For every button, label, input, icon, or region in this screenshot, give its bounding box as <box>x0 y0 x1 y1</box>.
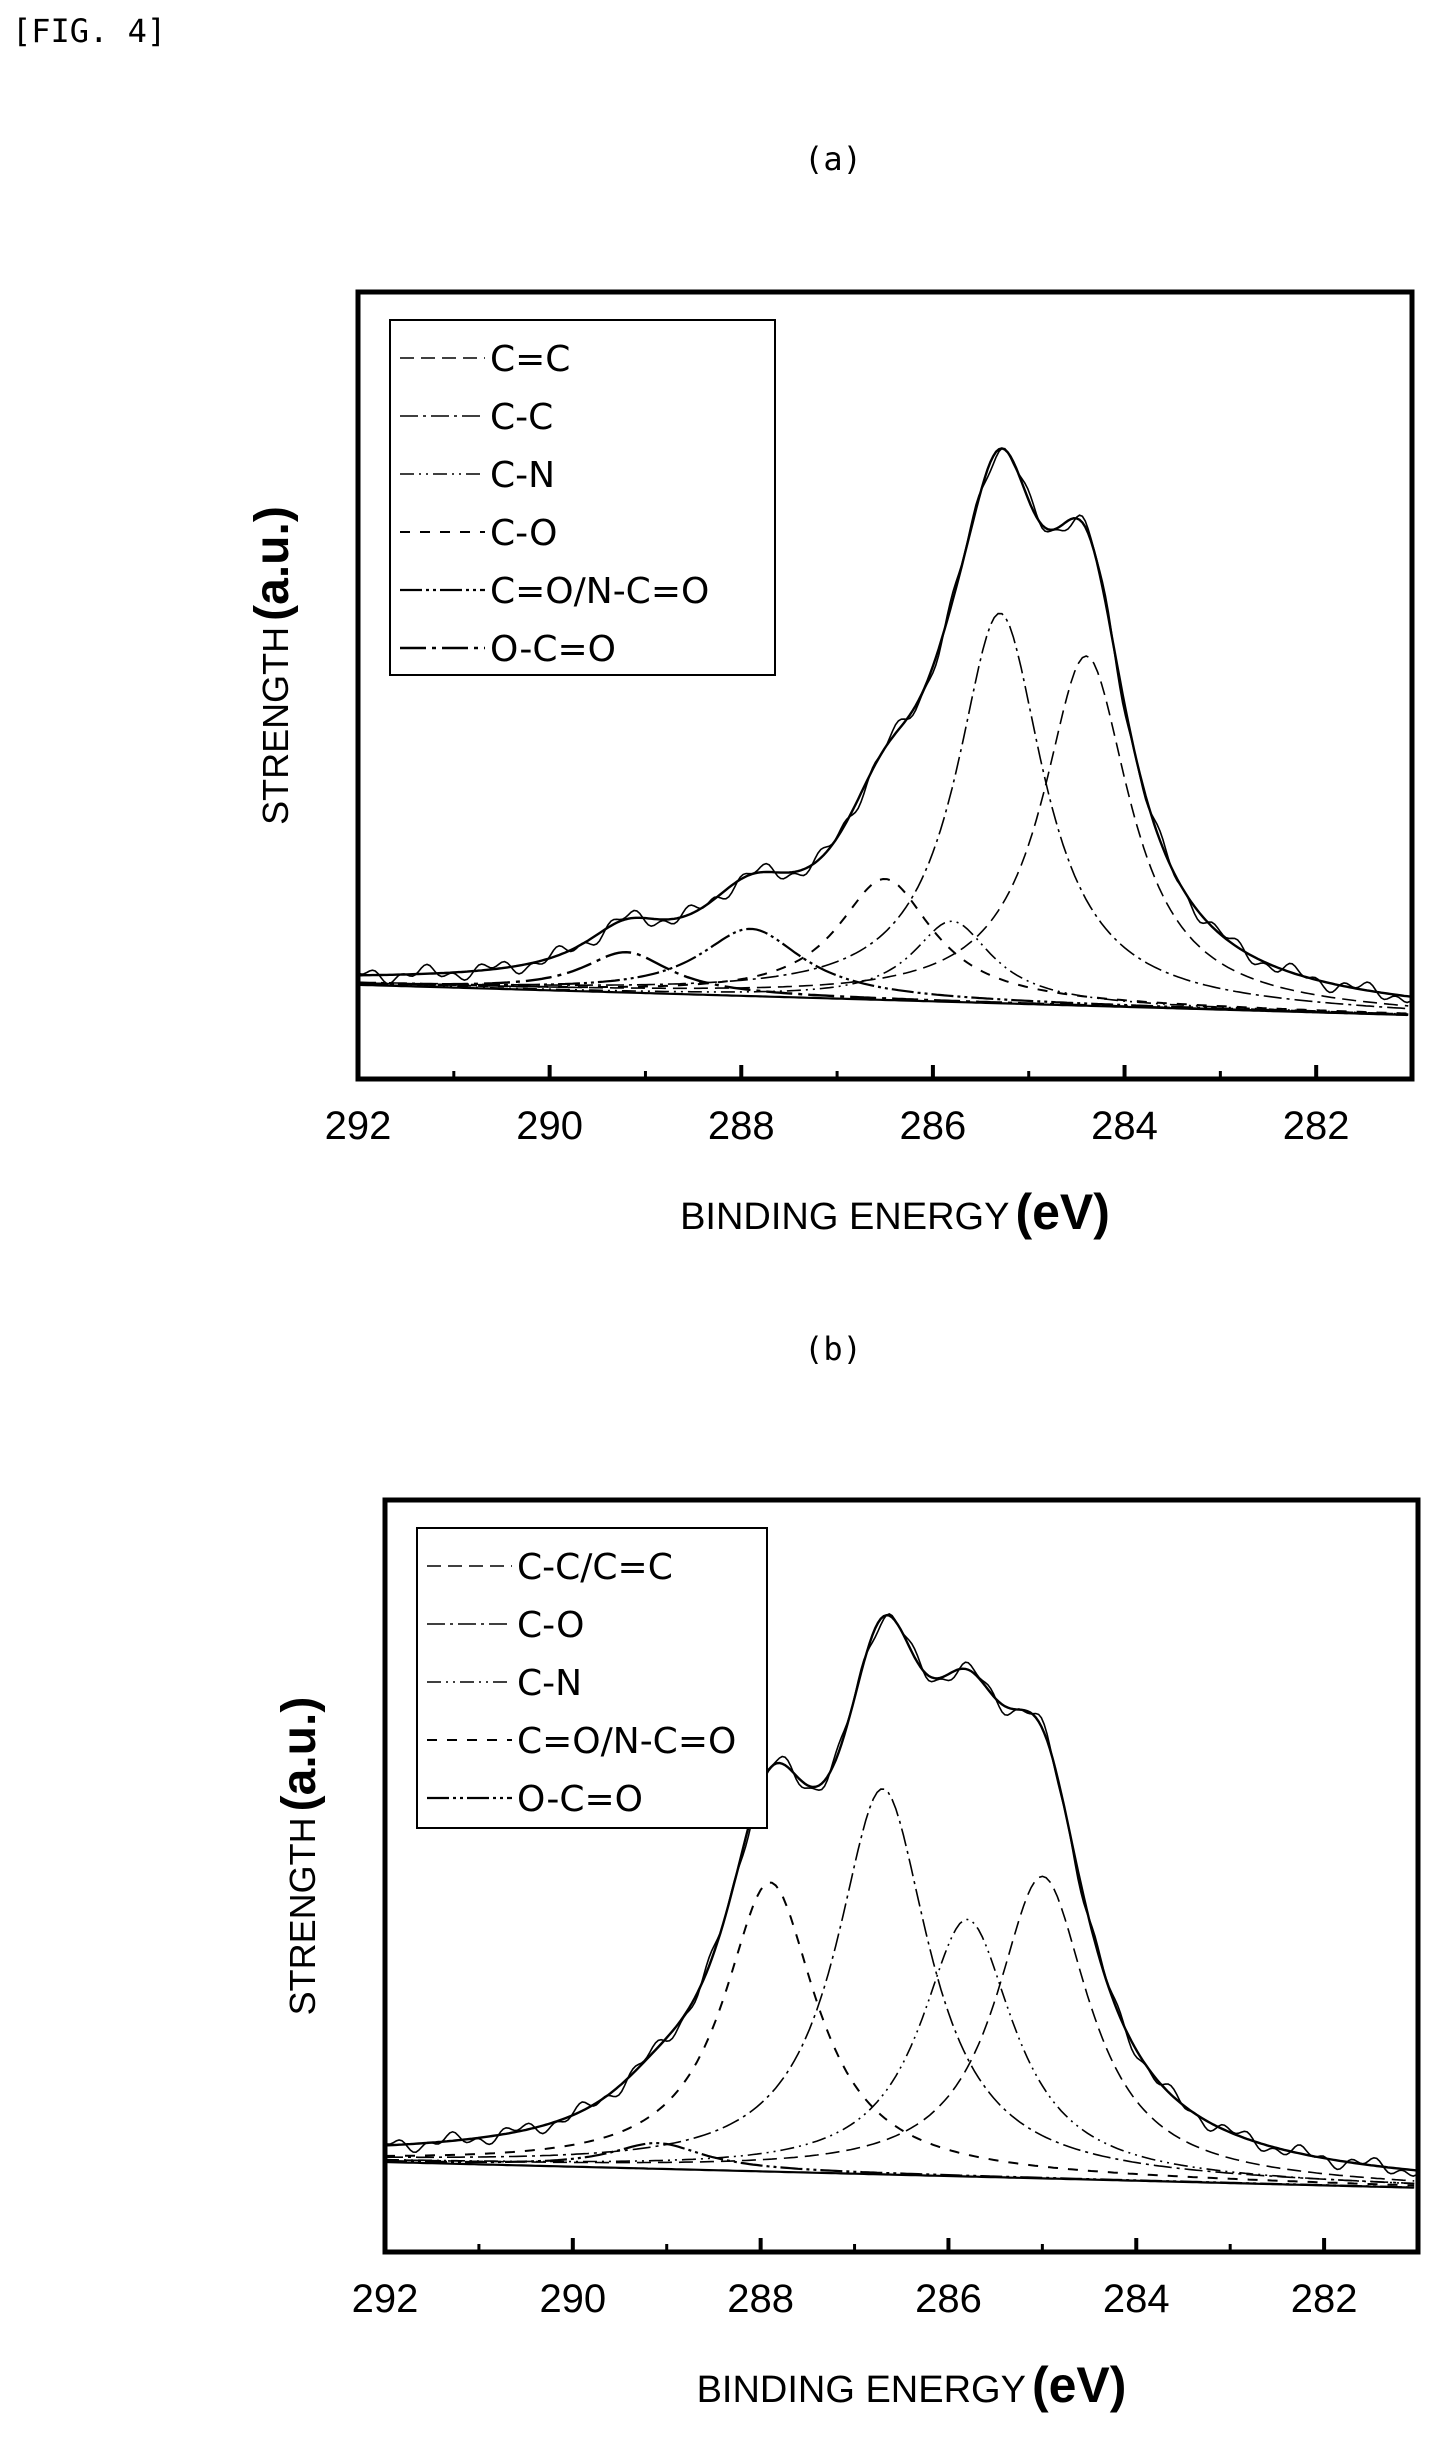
legend-label: C-O <box>490 513 557 554</box>
x-tick-label: 292 <box>352 2277 419 2321</box>
chart-b: 292 290 288 286 284 282 BINDING ENERGY (eV) STRE… <box>273 1497 1421 2413</box>
x-tick-label: 282 <box>1283 1104 1350 1148</box>
x-tick-label: 286 <box>900 1104 967 1148</box>
series-line-5 <box>385 2141 1415 2189</box>
x-axis-title: BINDING ENERGY (eV) <box>680 1184 1110 1240</box>
series-line-1 <box>385 1875 1415 2182</box>
series-line-5 <box>358 927 1409 1016</box>
y-axis-title: STRENGTH(a.u.) <box>246 506 299 825</box>
legend-label: C-N <box>517 1663 582 1704</box>
x-tick-label: 290 <box>516 1104 583 1148</box>
chart-a: 292 290 288 286 284 282 BINDING ENERGY (eV) STRE… <box>246 289 1415 1240</box>
series-line-3 <box>358 920 1409 1015</box>
raw-spectrum-line <box>385 1613 1417 2177</box>
legend-label: O-C=O <box>517 1779 643 1820</box>
series-line-3 <box>385 1918 1415 2185</box>
legend: C=C C-C C-N C-O C=O/N-C=O O-C=O <box>389 319 776 676</box>
x-tick-label: 284 <box>1103 2277 1170 2321</box>
y-axis-title: STRENGTH(a.u.) <box>273 1697 326 2016</box>
x-tick-label: 288 <box>727 2277 794 2321</box>
series-line-6 <box>358 950 1409 1016</box>
plot-frame <box>355 289 1415 1082</box>
legend: C-C/C=C C-O C-N C=O/N-C=O O-C=O <box>416 1527 768 1829</box>
plot-area <box>385 1613 1417 2189</box>
series-line-4 <box>358 877 1409 1015</box>
x-axis-title: BINDING ENERGY (eV) <box>697 2357 1127 2413</box>
figure-label: [FIG. 4] <box>12 12 167 50</box>
legend-label: C=C <box>490 339 570 380</box>
legend-label: C-C/C=C <box>517 1547 673 1588</box>
x-tick-label: 290 <box>539 2277 606 2321</box>
series-line-2 <box>385 1788 1415 2185</box>
x-tick-label: 284 <box>1091 1104 1158 1148</box>
legend-label: C-C <box>490 397 553 438</box>
legend-label: C-N <box>490 455 555 496</box>
raw-spectrum-line <box>358 447 1411 1004</box>
plot-area <box>358 447 1411 1017</box>
legend-label: C=O/N-C=O <box>517 1721 736 1762</box>
panel-label-b: (b) <box>804 1330 862 1368</box>
legend-label: C-O <box>517 1605 584 1646</box>
x-tick-label: 282 <box>1291 2277 1358 2321</box>
series-line-4 <box>385 1881 1415 2187</box>
x-tick-label: 286 <box>915 2277 982 2321</box>
legend-label: O-C=O <box>490 629 616 670</box>
series-line-1 <box>358 655 1409 1007</box>
panel-label-a: (a) <box>804 140 862 178</box>
plot-frame <box>382 1497 1421 2255</box>
x-tick-label: 292 <box>325 1104 392 1148</box>
x-tick-label: 288 <box>708 1104 775 1148</box>
series-line-2 <box>358 612 1409 1010</box>
legend-label: C=O/N-C=O <box>490 571 709 612</box>
